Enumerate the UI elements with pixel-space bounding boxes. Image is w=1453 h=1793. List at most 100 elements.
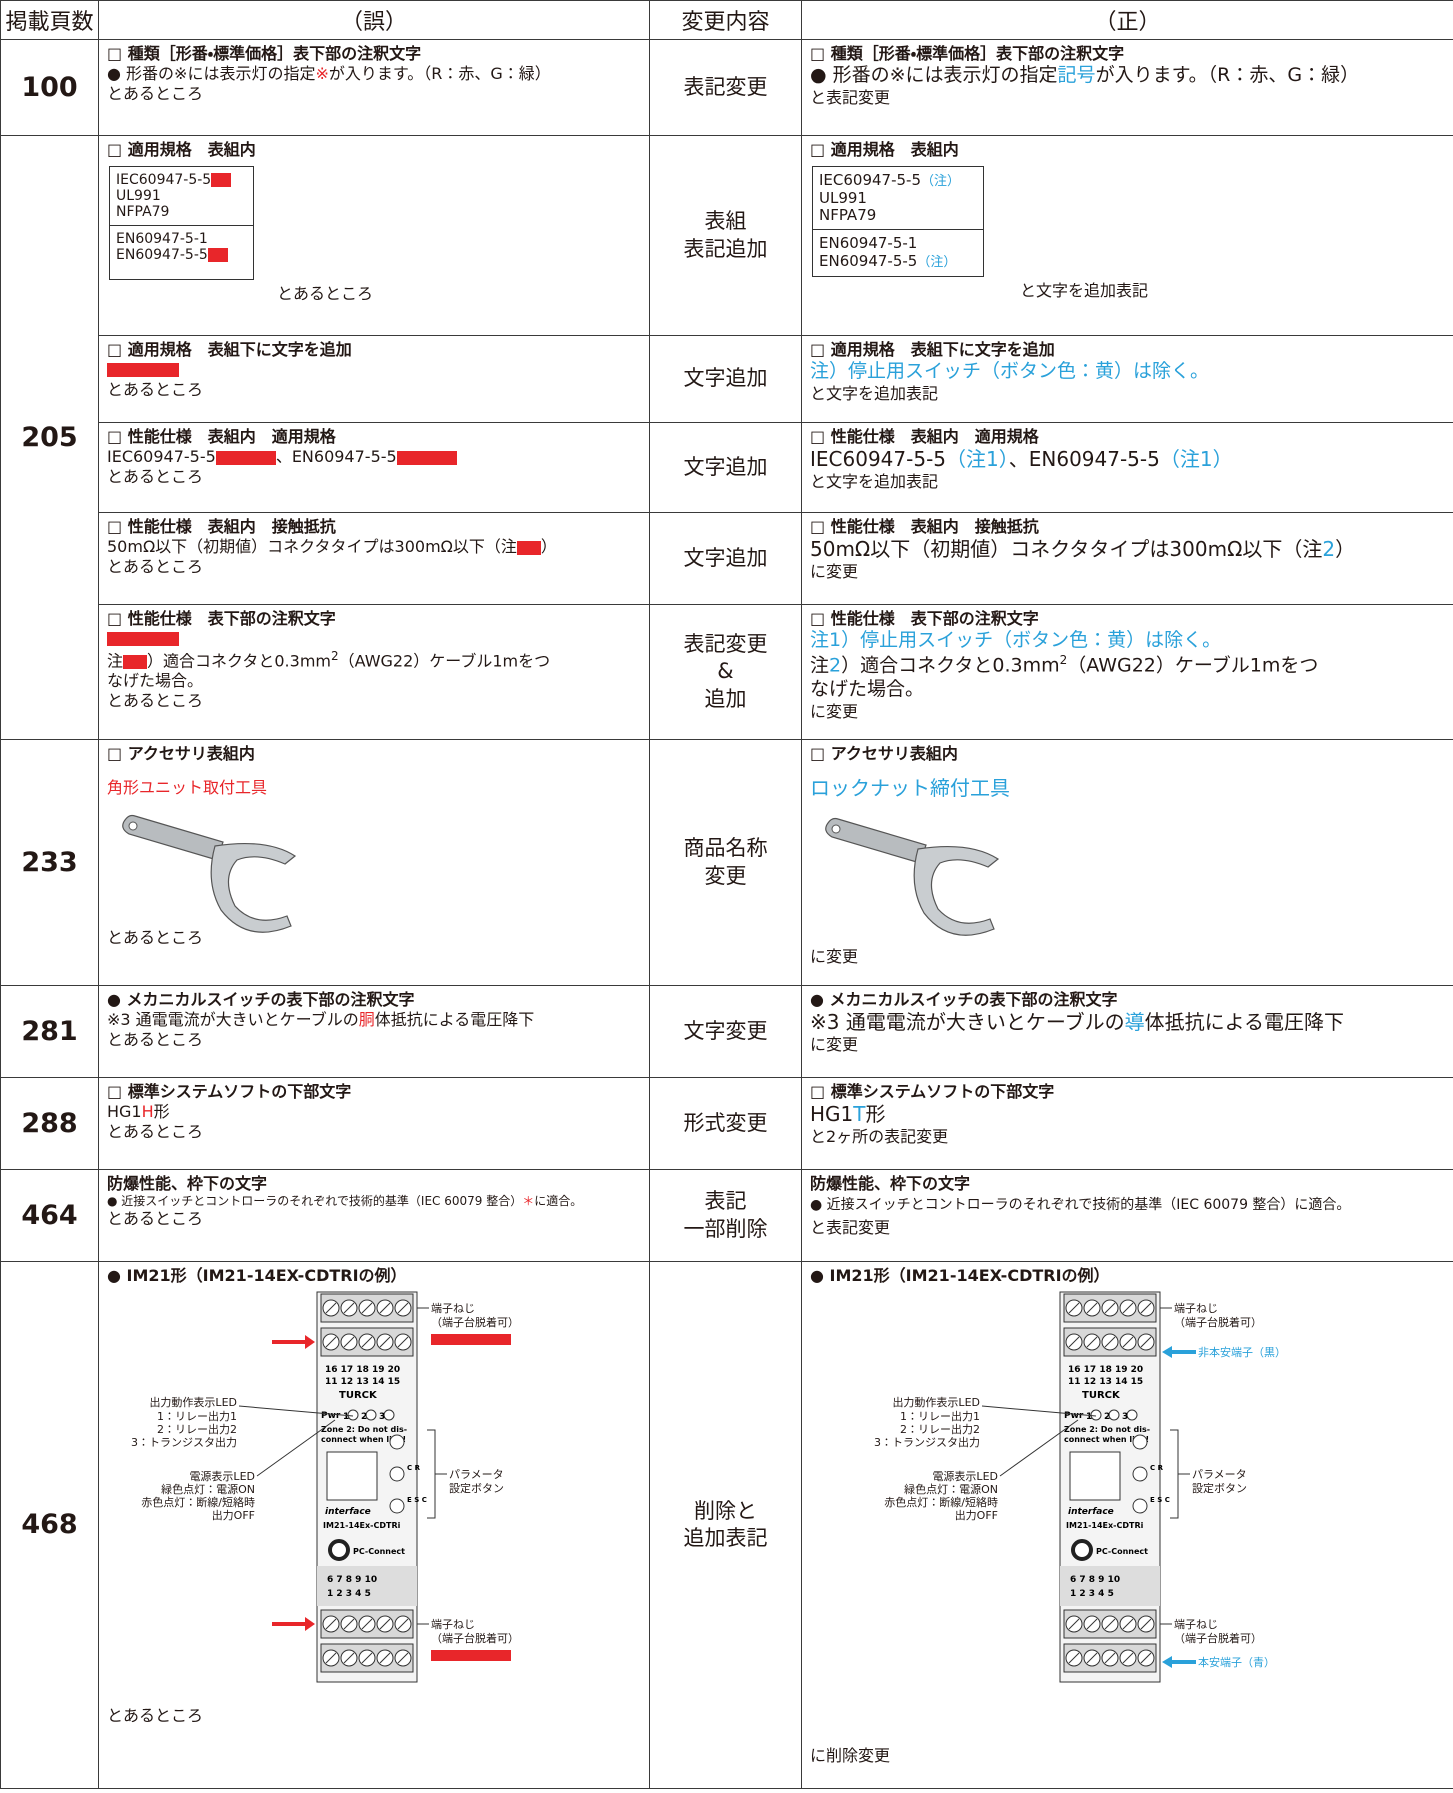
redaction (215, 450, 276, 465)
diagram-label: 出力動作表示LED (149, 1395, 237, 1409)
cell: 表記変更 & 追加 (649, 604, 802, 740)
screw-slot (325, 1618, 337, 1630)
screw-slot (1122, 1302, 1134, 1314)
wrong-text: HG1 (107, 1102, 142, 1121)
correct-text: 体抵抗による電圧降下 (1144, 1010, 1345, 1034)
correct-text: に変更 (810, 947, 859, 966)
device-text: PC-Connect (1096, 1547, 1148, 1556)
pc-port (328, 1539, 350, 1561)
page-number: 468 (0, 1261, 99, 1789)
device-diagram: 16 17 18 19 20 11 12 13 14 15 TURCK Pwr 1 2 3 Z… (874, 1291, 1286, 1683)
correct-text: EN60947-5-5 (819, 251, 918, 270)
device: 16 17 18 19 20 11 12 13 14 15 TURCK Pwr 1 2 3 Z… (316, 1291, 427, 1683)
cell: □ 種類［形番・標準価格］表下部の注釈文字 ● 形番の※には表示灯の指定記号が入り… (801, 39, 1453, 136)
cell: □ 性能仕様 表組内 接触抵抗 50mΩ以下（初期値）コネクタタイプは300mΩ以… (801, 512, 1453, 605)
bracket (427, 1429, 436, 1519)
cell: 削除と 追加表記 (649, 1261, 802, 1789)
diagram-label: （端子台脱着可） (1174, 1631, 1262, 1645)
cell: ● メカニカルスイッチの表下部の注釈文字 ※3 通電電流が大きいとケーブルの胴体抵… (98, 985, 650, 1078)
change-text: 商品名称 (683, 836, 768, 861)
screw-slot (397, 1652, 409, 1664)
screw-slot (397, 1336, 409, 1348)
diagram-label: （端子台脱着可） (1174, 1315, 1262, 1329)
correct-text: に変更 (810, 562, 859, 581)
correct-text: □ 性能仕様 表下部の注釈文字 (810, 609, 1039, 628)
div: ※3 通電電流が大きいとケーブルの胴体抵抗による電圧降下 (107, 1010, 641, 1030)
screw-slot (1086, 1652, 1098, 1664)
cell: 表記 一部削除 (649, 1169, 802, 1262)
correct-text: □ 性能仕様 表組内 適用規格 (810, 427, 1039, 446)
change-text: 表組 (704, 209, 747, 234)
correct-text: に削除変更 (810, 1746, 891, 1765)
diagram-label: 端子ねじ (431, 1302, 475, 1315)
device-text: 16 17 18 19 20 (325, 1365, 400, 1375)
row: □ 性能仕様 表下部の注釈文字注）適合コネクタと0.3mm2（AWG22）ケーブ… (1, 604, 1453, 740)
correct-text: □ 性能仕様 表組内 接触抵抗 (810, 517, 1039, 536)
cell: □ 性能仕様 表組内 適用規格 IEC60947-5-5（注1）、EN60947-… (801, 422, 1453, 513)
screw-slot (379, 1652, 391, 1664)
number-band (317, 1566, 417, 1606)
correct-text: と文字を追加表記 (1020, 280, 1149, 300)
correct-text: ロックナット締付工具 (810, 776, 1010, 800)
wrong-text: ※3 通電電流が大きいとケーブルの (107, 1010, 359, 1029)
wrong-text: ● 近接スイッチとコントローラのそれぞれで技術的基準（IEC 60079 整合） (107, 1194, 523, 1208)
screw-slot (1086, 1336, 1098, 1348)
bracket (1170, 1429, 1179, 1519)
blue-arrowhead (1162, 1346, 1172, 1358)
div: ● 近接スイッチとコントローラのそれぞれで技術的基準（IEC 60079 整合）… (107, 1194, 641, 1209)
screw-slot (1140, 1336, 1152, 1348)
wrong-text: ） (540, 537, 557, 556)
device-text: 11 12 13 14 15 (1068, 1377, 1143, 1387)
correct-text: と2ヶ所の表記変更 (810, 1127, 949, 1146)
screw-slot (343, 1652, 355, 1664)
wrong-text: （AWG22）ケーブル1mをつ (338, 651, 551, 671)
correct-text: （正） (801, 0, 1453, 40)
correct-text: （注） (921, 174, 961, 189)
device-text: IM21-14Ex-CDTRi (1066, 1521, 1144, 1530)
div: IEC60947-5-5（注） UL991 NFPA79 EN60947-5-1 EN6… (812, 166, 984, 277)
wrench-hook (913, 845, 1000, 936)
diagram-label: 3：トランジスタ出力 (874, 1436, 980, 1449)
diagram-label: 端子ねじ (1174, 1618, 1218, 1631)
row: 100 □ 種類［形番・標準価格］表下部の注釈文字 ● 形番の※には表示灯の指定※… (0, 39, 1453, 136)
diagram-label: 緑色点灯：電源ON (161, 1482, 255, 1496)
wrong-text: なげた場合。 (107, 671, 204, 691)
change-text: 文字追加 (683, 545, 768, 570)
device-text: E S C (407, 1496, 427, 1504)
wrong-text: 注 (107, 651, 124, 671)
correct-text: と表記変更 (810, 1217, 891, 1237)
cell: 形式変更 (649, 1077, 802, 1170)
screw-slot (1104, 1336, 1116, 1348)
screw-slot (1068, 1652, 1080, 1664)
wrong-text: とあるところ (107, 1209, 204, 1228)
wrong-text: 50mΩ以下（初期値）コネクタタイプは300mΩ以下（注 (107, 537, 517, 556)
correct-text: EN60947-5-1 (819, 234, 918, 253)
button (389, 1466, 405, 1482)
diagram-label: 本安端子（青） (1198, 1655, 1275, 1669)
led (1108, 1409, 1120, 1421)
diagram-label: 端子ねじ (1174, 1302, 1218, 1315)
wrench-handle (122, 814, 224, 861)
device-text: TURCK (1082, 1390, 1121, 1401)
row: □ 適用規格 表組下に文字を追加 とあるところ 文字追加 □ 適用規格 表組下に文… (1, 335, 1453, 423)
device-text: 3 (379, 1412, 385, 1422)
correct-text: （注1） (1159, 447, 1233, 471)
screw-slot (379, 1336, 391, 1348)
correct-text: 防爆性能、枠下の文字 (810, 1174, 971, 1193)
diagram-label: 赤色点灯：断線/短絡時 (884, 1496, 998, 1509)
cell: □ 性能仕様 表下部の注釈文字注 ）適合コネクタと0.3mm2（AWG22）ケーブ… (98, 604, 650, 740)
redaction (107, 632, 179, 646)
correct-text: （AWG22）ケーブル1mをつ (1067, 654, 1319, 677)
correct-text: 2 (829, 654, 842, 677)
div: HG1T形 (810, 1102, 1445, 1127)
cell: 文字追加 (649, 335, 802, 423)
screw-slot (1122, 1336, 1134, 1348)
page-number: 205 (0, 135, 99, 740)
div: IEC60947-5-5 UL991 NFPA79 (110, 167, 253, 225)
button (1132, 1434, 1148, 1450)
change-text: 文字変更 (683, 1018, 768, 1043)
diagram-label: （端子台脱着可） (431, 1315, 519, 1329)
diagram-label: 赤色点灯：断線/短絡時 (141, 1496, 255, 1509)
screw-slot (1104, 1652, 1116, 1664)
diagram-label: 出力OFF (955, 1509, 998, 1522)
